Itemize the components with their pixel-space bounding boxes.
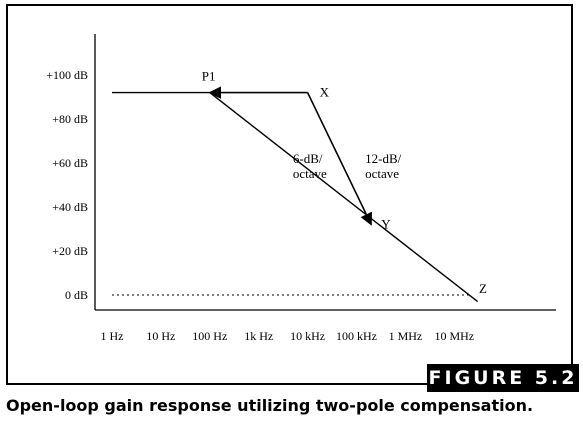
slope-annotation: 12-dB/octave — [365, 151, 402, 181]
x-tick-labels: 1 Hz 10 Hz 100 Hz 1k Hz 10 kHz 100 kHz 1 MHz 10… — [101, 329, 475, 343]
x-tick-label: 100 kHz — [336, 329, 377, 343]
x-tick-label: 1k Hz — [244, 329, 273, 343]
x-tick-label: 10 MHz — [434, 329, 474, 343]
annotation-line: octave — [365, 166, 399, 181]
series-layer — [112, 86, 479, 303]
point-label: P1 — [202, 69, 216, 84]
y-tick-label: +100 dB — [46, 68, 88, 82]
gain-plot: +100 dB +80 dB +60 dB +40 dB +20 dB 0 dB 1 Hz… — [46, 34, 556, 343]
point-label: X — [320, 85, 330, 100]
annotation-line: 6-dB/ — [293, 151, 323, 166]
x-tick-label: 10 kHz — [290, 329, 325, 343]
point-label: Z — [479, 281, 487, 296]
y-tick-label: 0 dB — [65, 288, 88, 302]
x-tick-label: 10 Hz — [146, 329, 175, 343]
y-tick-label: +40 dB — [52, 200, 88, 214]
figure-caption: Open-loop gain response utilizing two-po… — [6, 396, 534, 415]
point-labels: P1 X Y Z — [202, 69, 487, 296]
y-tick-label: +20 dB — [52, 244, 88, 258]
figure-frame: +100 dB +80 dB +60 dB +40 dB +20 dB 0 dB 1 Hz… — [6, 4, 579, 392]
annotation-line: octave — [293, 166, 327, 181]
x-tick-label: 100 Hz — [192, 329, 227, 343]
figure-number-badge: FIGURE 5.2 — [427, 364, 579, 392]
point-label: Y — [381, 217, 391, 232]
x-tick-label: 1 Hz — [101, 329, 124, 343]
y-tick-label: +80 dB — [52, 112, 88, 126]
axes — [94, 34, 556, 311]
y-tick-labels: +100 dB +80 dB +60 dB +40 dB +20 dB 0 dB — [46, 68, 88, 302]
y-tick-label: +60 dB — [52, 156, 88, 170]
x-tick-label: 1 MHz — [389, 329, 423, 343]
series-line-single-pole — [209, 92, 479, 303]
annotation-line: 12-dB/ — [365, 151, 402, 166]
slope-annotation: 6-dB/octave — [293, 151, 327, 181]
arrow — [306, 92, 372, 226]
